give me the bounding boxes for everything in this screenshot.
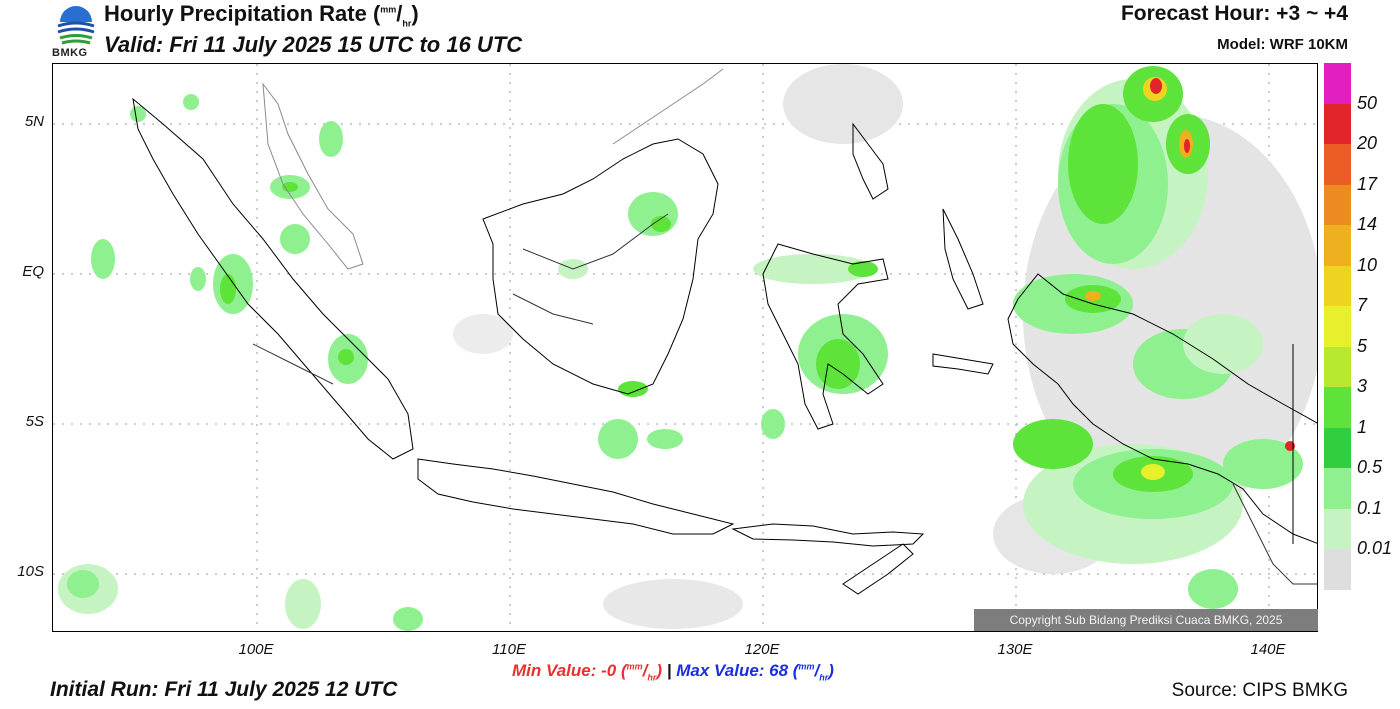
source: Source: CIPS BMKG <box>1171 680 1348 701</box>
min-max-values: Min Value: -0 (mm/hr) | Max Value: 68 (m… <box>512 661 834 682</box>
colorbar-segment <box>1324 184 1351 226</box>
logo-text: BMKG <box>52 47 88 59</box>
colorbar-label: 10 <box>1357 254 1378 275</box>
colorbar-segment <box>1324 427 1351 469</box>
colorbar-label: 20 <box>1357 133 1378 154</box>
lon-label-140e: 140E <box>1250 641 1286 658</box>
colorbar-label: 0.01 <box>1357 538 1393 559</box>
colorbar-label: 0.5 <box>1357 457 1383 478</box>
colorbar-label: 0.1 <box>1357 497 1383 518</box>
lon-label-120e: 120E <box>744 641 780 658</box>
colorbar-label: 17 <box>1357 173 1378 194</box>
colorbar-label: 1 <box>1357 416 1368 437</box>
colorbar-segment <box>1324 508 1351 550</box>
model-name: Model: WRF 10KM <box>1217 36 1348 53</box>
lon-label-100e: 100E <box>238 641 274 658</box>
chart-title: Hourly Precipitation Rate (mm/hr) <box>104 1 419 29</box>
colorbar-segment <box>1324 63 1351 105</box>
colorbar-segment <box>1324 346 1351 388</box>
colorbar-segment <box>1324 103 1351 145</box>
valid-time: Valid: Fri 11 July 2025 15 UTC to 16 UTC <box>104 32 523 57</box>
min-max-separator: | <box>666 661 672 680</box>
colorbar-label: 14 <box>1357 214 1378 235</box>
colorbar-segment <box>1324 549 1351 591</box>
colorbar-segment <box>1324 468 1351 510</box>
coastlines <box>132 68 1317 595</box>
lon-label-130e: 130E <box>997 641 1033 658</box>
initial-run: Initial Run: Fri 11 July 2025 12 UTC <box>50 678 398 701</box>
min-value: Min Value: -0 (mm/hr) <box>512 661 663 683</box>
colorbar-segment <box>1324 387 1351 429</box>
lat-label-eq: EQ <box>22 263 44 280</box>
colorbar-label: 3 <box>1357 376 1368 397</box>
copyright-notice: Copyright Sub Bidang Prediksi Cuaca BMKG… <box>974 609 1318 631</box>
lat-label-10s: 10S <box>17 563 44 580</box>
lon-label-110e: 110E <box>492 641 526 658</box>
forecast-hour: Forecast Hour: +3 ~ +4 <box>1120 2 1348 25</box>
colorbar-label: 7 <box>1357 295 1368 316</box>
colorbar-segment <box>1324 265 1351 307</box>
colorbar <box>1324 63 1351 591</box>
bmkg-logo-icon <box>52 2 100 60</box>
colorbar-segment <box>1324 144 1351 186</box>
colorbar-segment <box>1324 306 1351 348</box>
colorbar-label: 50 <box>1357 92 1378 113</box>
colorbar-label: 5 <box>1357 335 1368 356</box>
lat-label-5n: 5N <box>24 113 44 130</box>
max-value: Max Value: 68 (mm/hr) <box>676 661 834 683</box>
precipitation-shading <box>58 64 1317 631</box>
precipitation-map[interactable] <box>52 63 1318 632</box>
lat-label-5s: 5S <box>25 413 44 430</box>
colorbar-segment <box>1324 225 1351 267</box>
